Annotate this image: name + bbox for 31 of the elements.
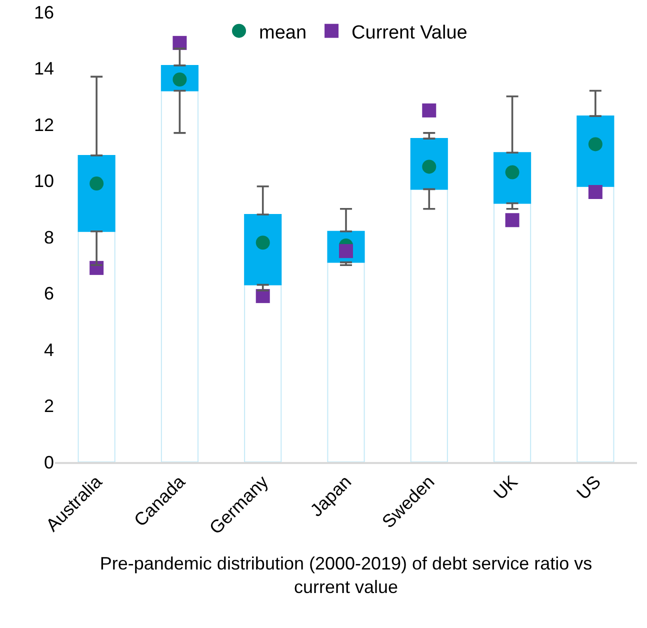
bar xyxy=(244,214,282,286)
y-tick-label: 2 xyxy=(44,396,54,416)
bar xyxy=(493,152,532,204)
legend-label: Current Value xyxy=(352,22,468,44)
point xyxy=(505,213,520,228)
point xyxy=(90,176,104,191)
x-tick-label: UK xyxy=(490,472,522,504)
y-tick-label: 6 xyxy=(44,284,54,304)
bar xyxy=(576,186,614,462)
point xyxy=(422,103,436,118)
bar xyxy=(160,90,199,462)
bar xyxy=(78,230,116,462)
bar xyxy=(576,116,614,187)
point xyxy=(588,137,602,152)
y-tick-label: 10 xyxy=(34,171,54,192)
y-tick-label: 12 xyxy=(34,114,54,135)
y-tick-label: 0 xyxy=(44,452,54,472)
y-tick-label: 16 xyxy=(34,2,54,22)
y-tick-label: 8 xyxy=(44,227,54,248)
bar xyxy=(78,154,116,232)
y-tick-label: 4 xyxy=(44,340,54,360)
bar xyxy=(493,202,532,462)
x-axis-title: Pre-pandemic distribution (2000-2019) of debt service ratio vs current value xyxy=(100,554,592,598)
x-tick-label: US xyxy=(572,472,605,504)
bar xyxy=(327,262,365,462)
legend-label: mean xyxy=(259,22,307,44)
point xyxy=(256,236,270,250)
bar xyxy=(410,188,448,462)
y-tick-label: 14 xyxy=(34,58,54,79)
bar xyxy=(244,284,282,462)
point xyxy=(588,185,602,199)
